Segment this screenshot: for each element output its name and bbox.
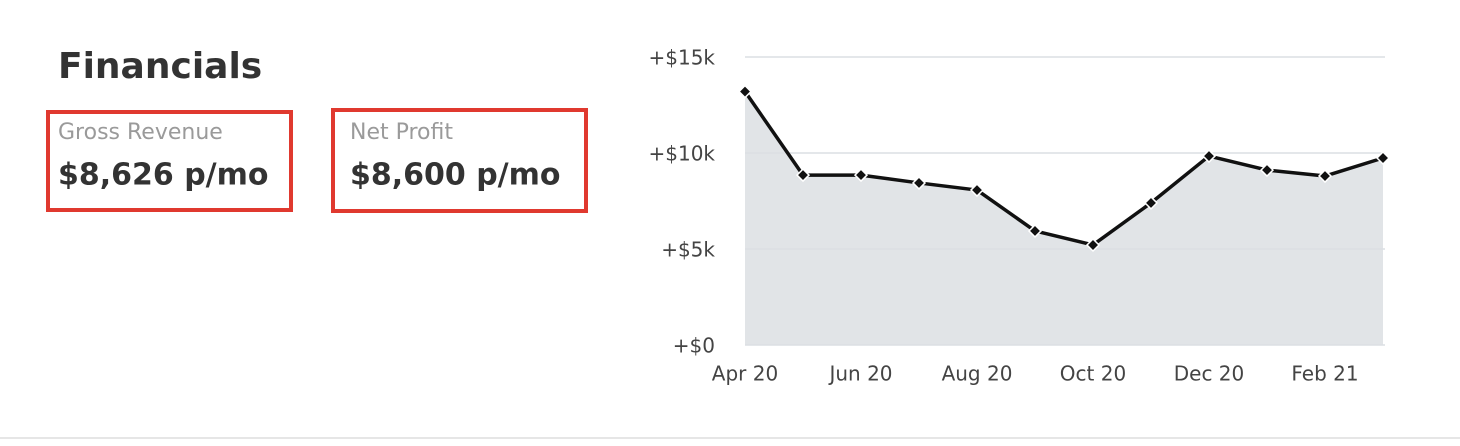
marker — [1375, 150, 1391, 166]
card-value: $8,600 p/mo — [350, 158, 561, 193]
x-tick-label: Jun 20 — [827, 362, 892, 386]
marker — [853, 168, 869, 183]
x-tick-label: Oct 20 — [1060, 362, 1126, 386]
marker — [1259, 163, 1275, 178]
x-tick-label: Feb 21 — [1291, 362, 1358, 386]
x-tick-label: Dec 20 — [1174, 362, 1245, 386]
x-tick-label: Aug 20 — [942, 362, 1013, 386]
chart: +$0 +$5k +$10k +$15k Apr 20 Jun 20 Aug 20 Oct 2… — [648, 46, 1391, 386]
marker — [911, 175, 927, 191]
y-tick-label: +$0 — [673, 334, 715, 358]
marker — [1027, 223, 1043, 239]
marker — [969, 182, 985, 198]
marker — [795, 168, 811, 183]
card-label: Gross Revenue — [58, 120, 223, 145]
marker — [1317, 168, 1333, 184]
marker — [1085, 237, 1101, 253]
y-tick-label: +$5k — [661, 238, 715, 262]
marker — [1143, 195, 1159, 210]
section-title: Financials — [58, 46, 262, 87]
card-label: Net Profit — [350, 120, 453, 145]
highlight-box — [331, 108, 588, 213]
marker — [1201, 149, 1217, 164]
y-tick-label: +$10k — [648, 142, 715, 166]
card-value: $8,626 p/mo — [58, 158, 269, 193]
highlight-box — [46, 110, 293, 212]
line — [743, 90, 1384, 247]
x-tick-label: Apr 20 — [712, 362, 778, 386]
area — [745, 91, 1383, 345]
y-tick-label: +$15k — [648, 46, 715, 70]
marker — [737, 84, 753, 99]
